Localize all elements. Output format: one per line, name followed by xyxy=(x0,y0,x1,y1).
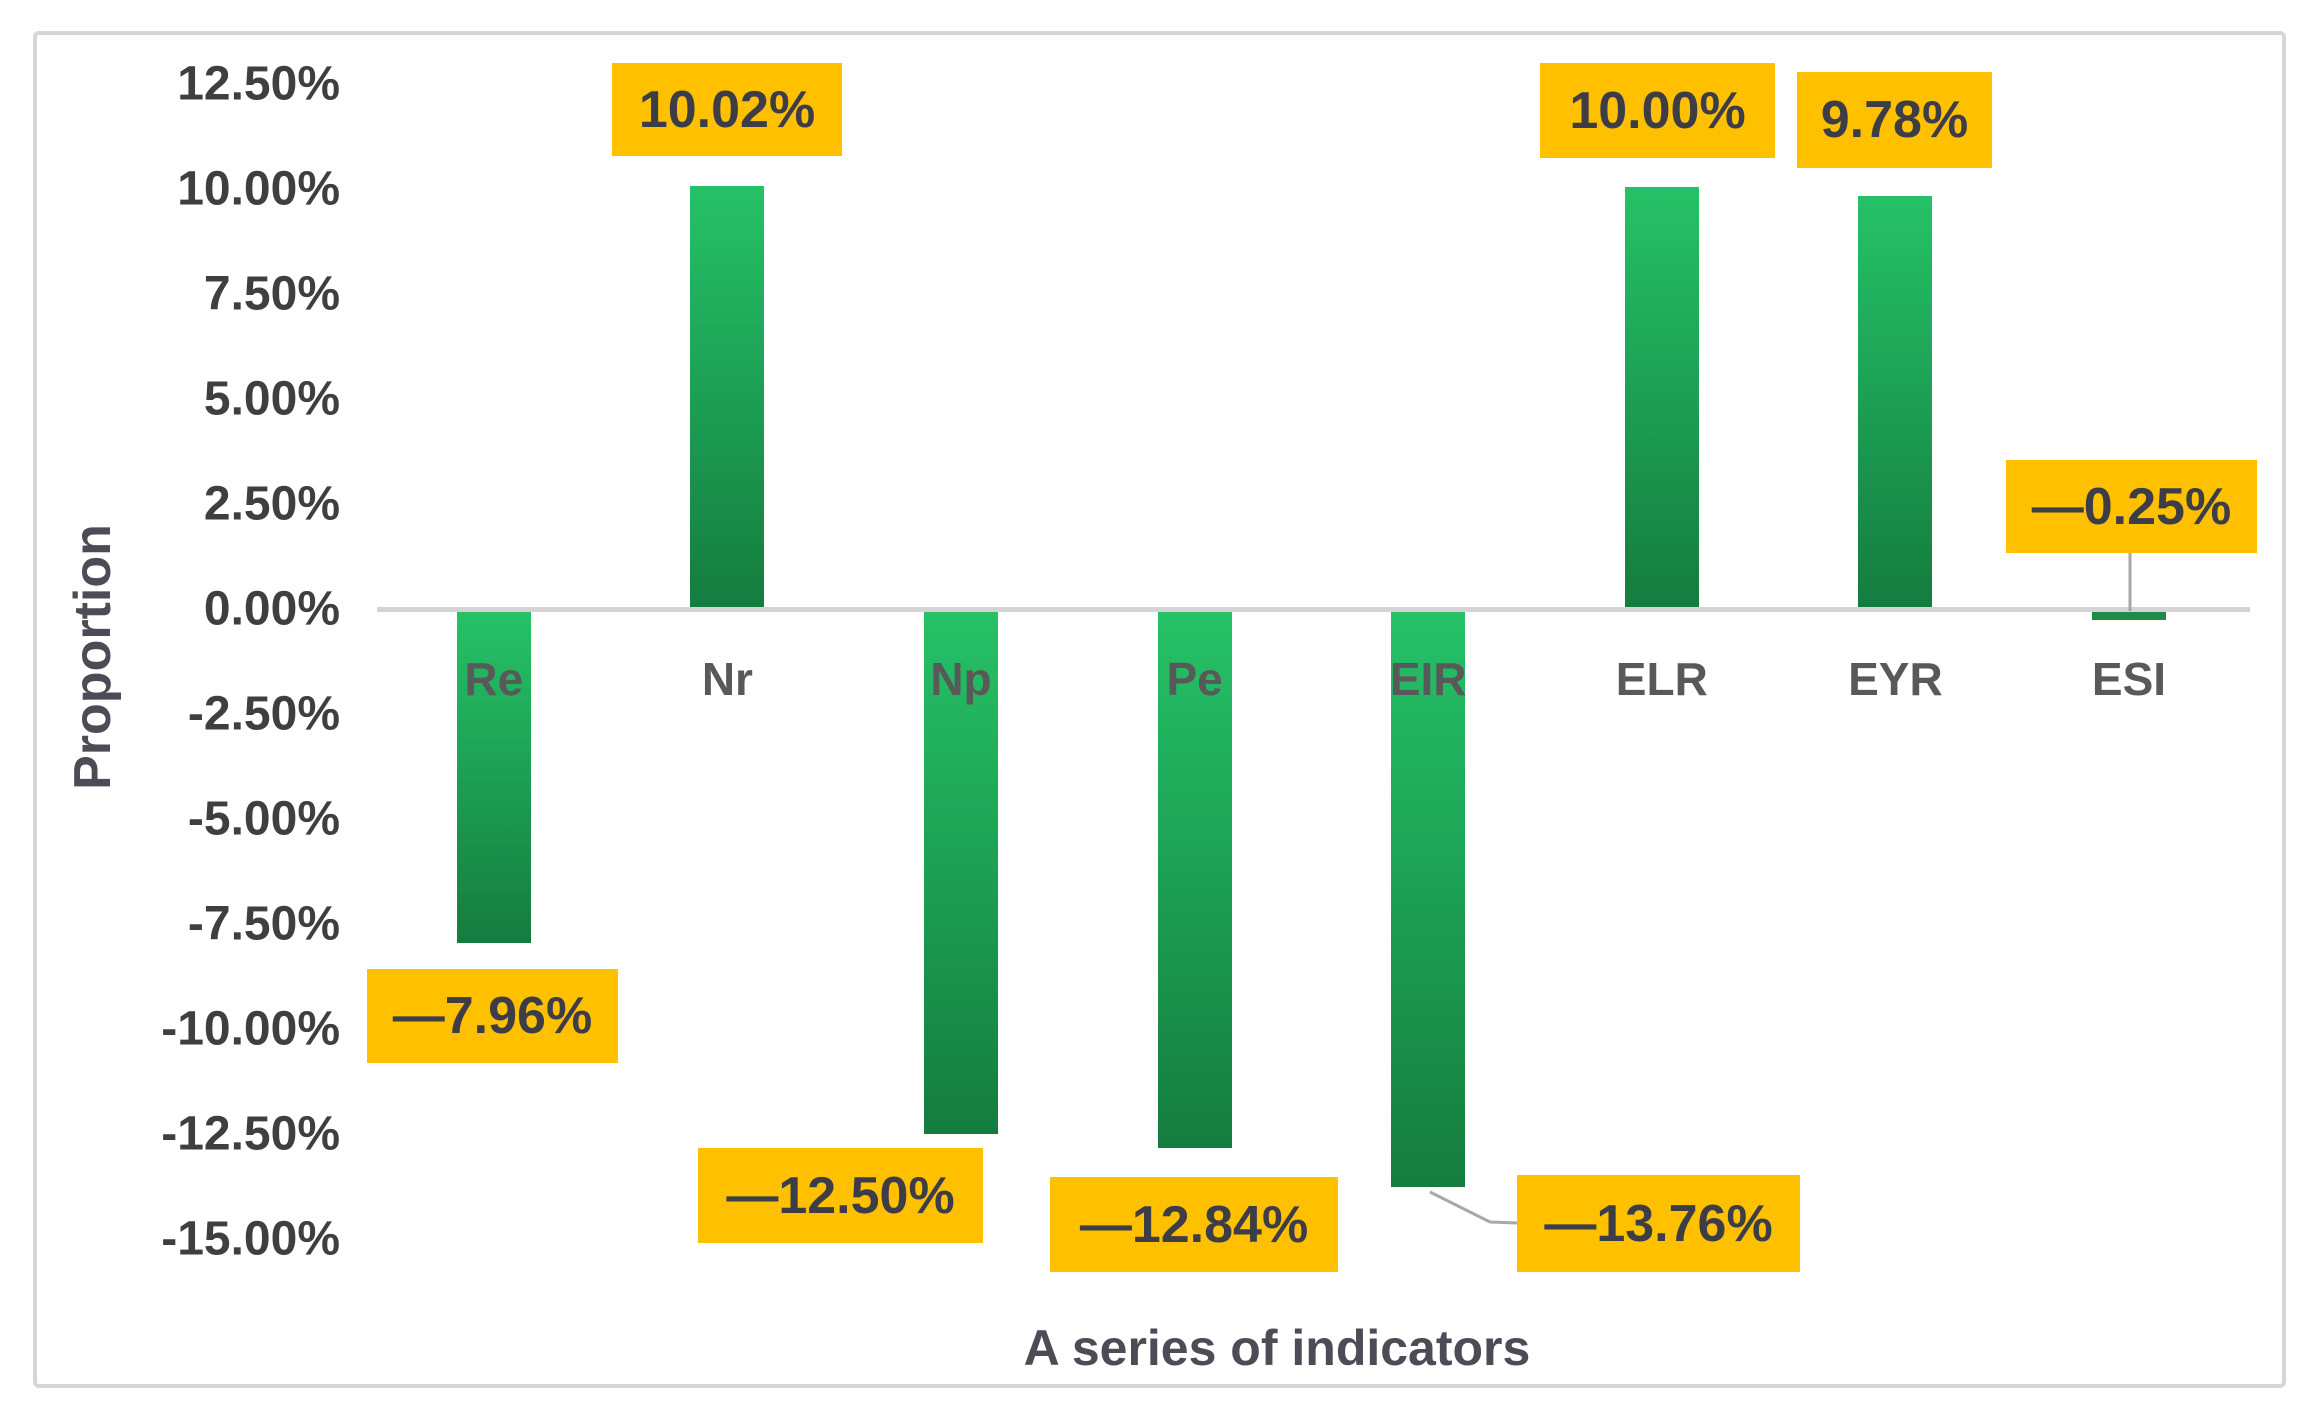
bar-esi xyxy=(2092,612,2166,620)
category-label-elr: ELR xyxy=(1615,653,1708,705)
category-label-re: Re xyxy=(464,653,524,705)
data-label-pe: —12.84% xyxy=(1050,1177,1338,1272)
category-label-eir: EIR xyxy=(1389,653,1467,705)
bar-nr xyxy=(690,186,765,607)
x-axis-title: A series of indicators xyxy=(1023,1320,1531,1376)
bar-elr xyxy=(1624,187,1699,607)
y-tick-label: -10.00% xyxy=(161,1002,340,1056)
chart-border xyxy=(33,31,2286,1388)
category-label-eyr: EYR xyxy=(1848,653,1943,705)
y-tick-label: 7.50% xyxy=(203,267,340,321)
data-label-np: —12.50% xyxy=(698,1148,983,1243)
y-tick-label: 5.00% xyxy=(203,372,340,426)
y-tick-label: -15.00% xyxy=(161,1212,340,1266)
data-label-nr: 10.02% xyxy=(612,63,842,156)
data-label-re: —7.96% xyxy=(367,969,618,1063)
y-tick-label: -5.00% xyxy=(187,792,340,846)
category-label-pe: Pe xyxy=(1166,653,1223,705)
data-label-elr: 10.00% xyxy=(1540,63,1775,158)
y-tick-label: 12.50% xyxy=(177,57,340,111)
y-tick-label: -2.50% xyxy=(187,687,340,741)
x-axis-zero-line xyxy=(377,607,2250,612)
y-tick-label: -12.50% xyxy=(161,1107,340,1161)
bar-pe xyxy=(1157,612,1232,1149)
data-label-eyr: 9.78% xyxy=(1797,72,1992,168)
y-axis-title: Proportion xyxy=(64,524,122,790)
y-tick-label: -7.50% xyxy=(187,897,340,951)
category-label-esi: ESI xyxy=(2091,653,2167,705)
bar-eyr xyxy=(1858,196,1933,607)
y-tick-label: 10.00% xyxy=(177,162,340,216)
bar-eir xyxy=(1391,612,1466,1187)
y-tick-label: 0.00% xyxy=(203,582,340,636)
bar-np xyxy=(924,612,998,1134)
category-label-nr: Nr xyxy=(701,653,753,705)
data-label-esi: —0.25% xyxy=(2006,460,2257,553)
y-tick-label: 2.50% xyxy=(203,477,340,531)
bar-re xyxy=(456,612,531,944)
category-label-np: Np xyxy=(930,653,992,705)
data-label-eir: —13.76% xyxy=(1517,1175,1800,1272)
